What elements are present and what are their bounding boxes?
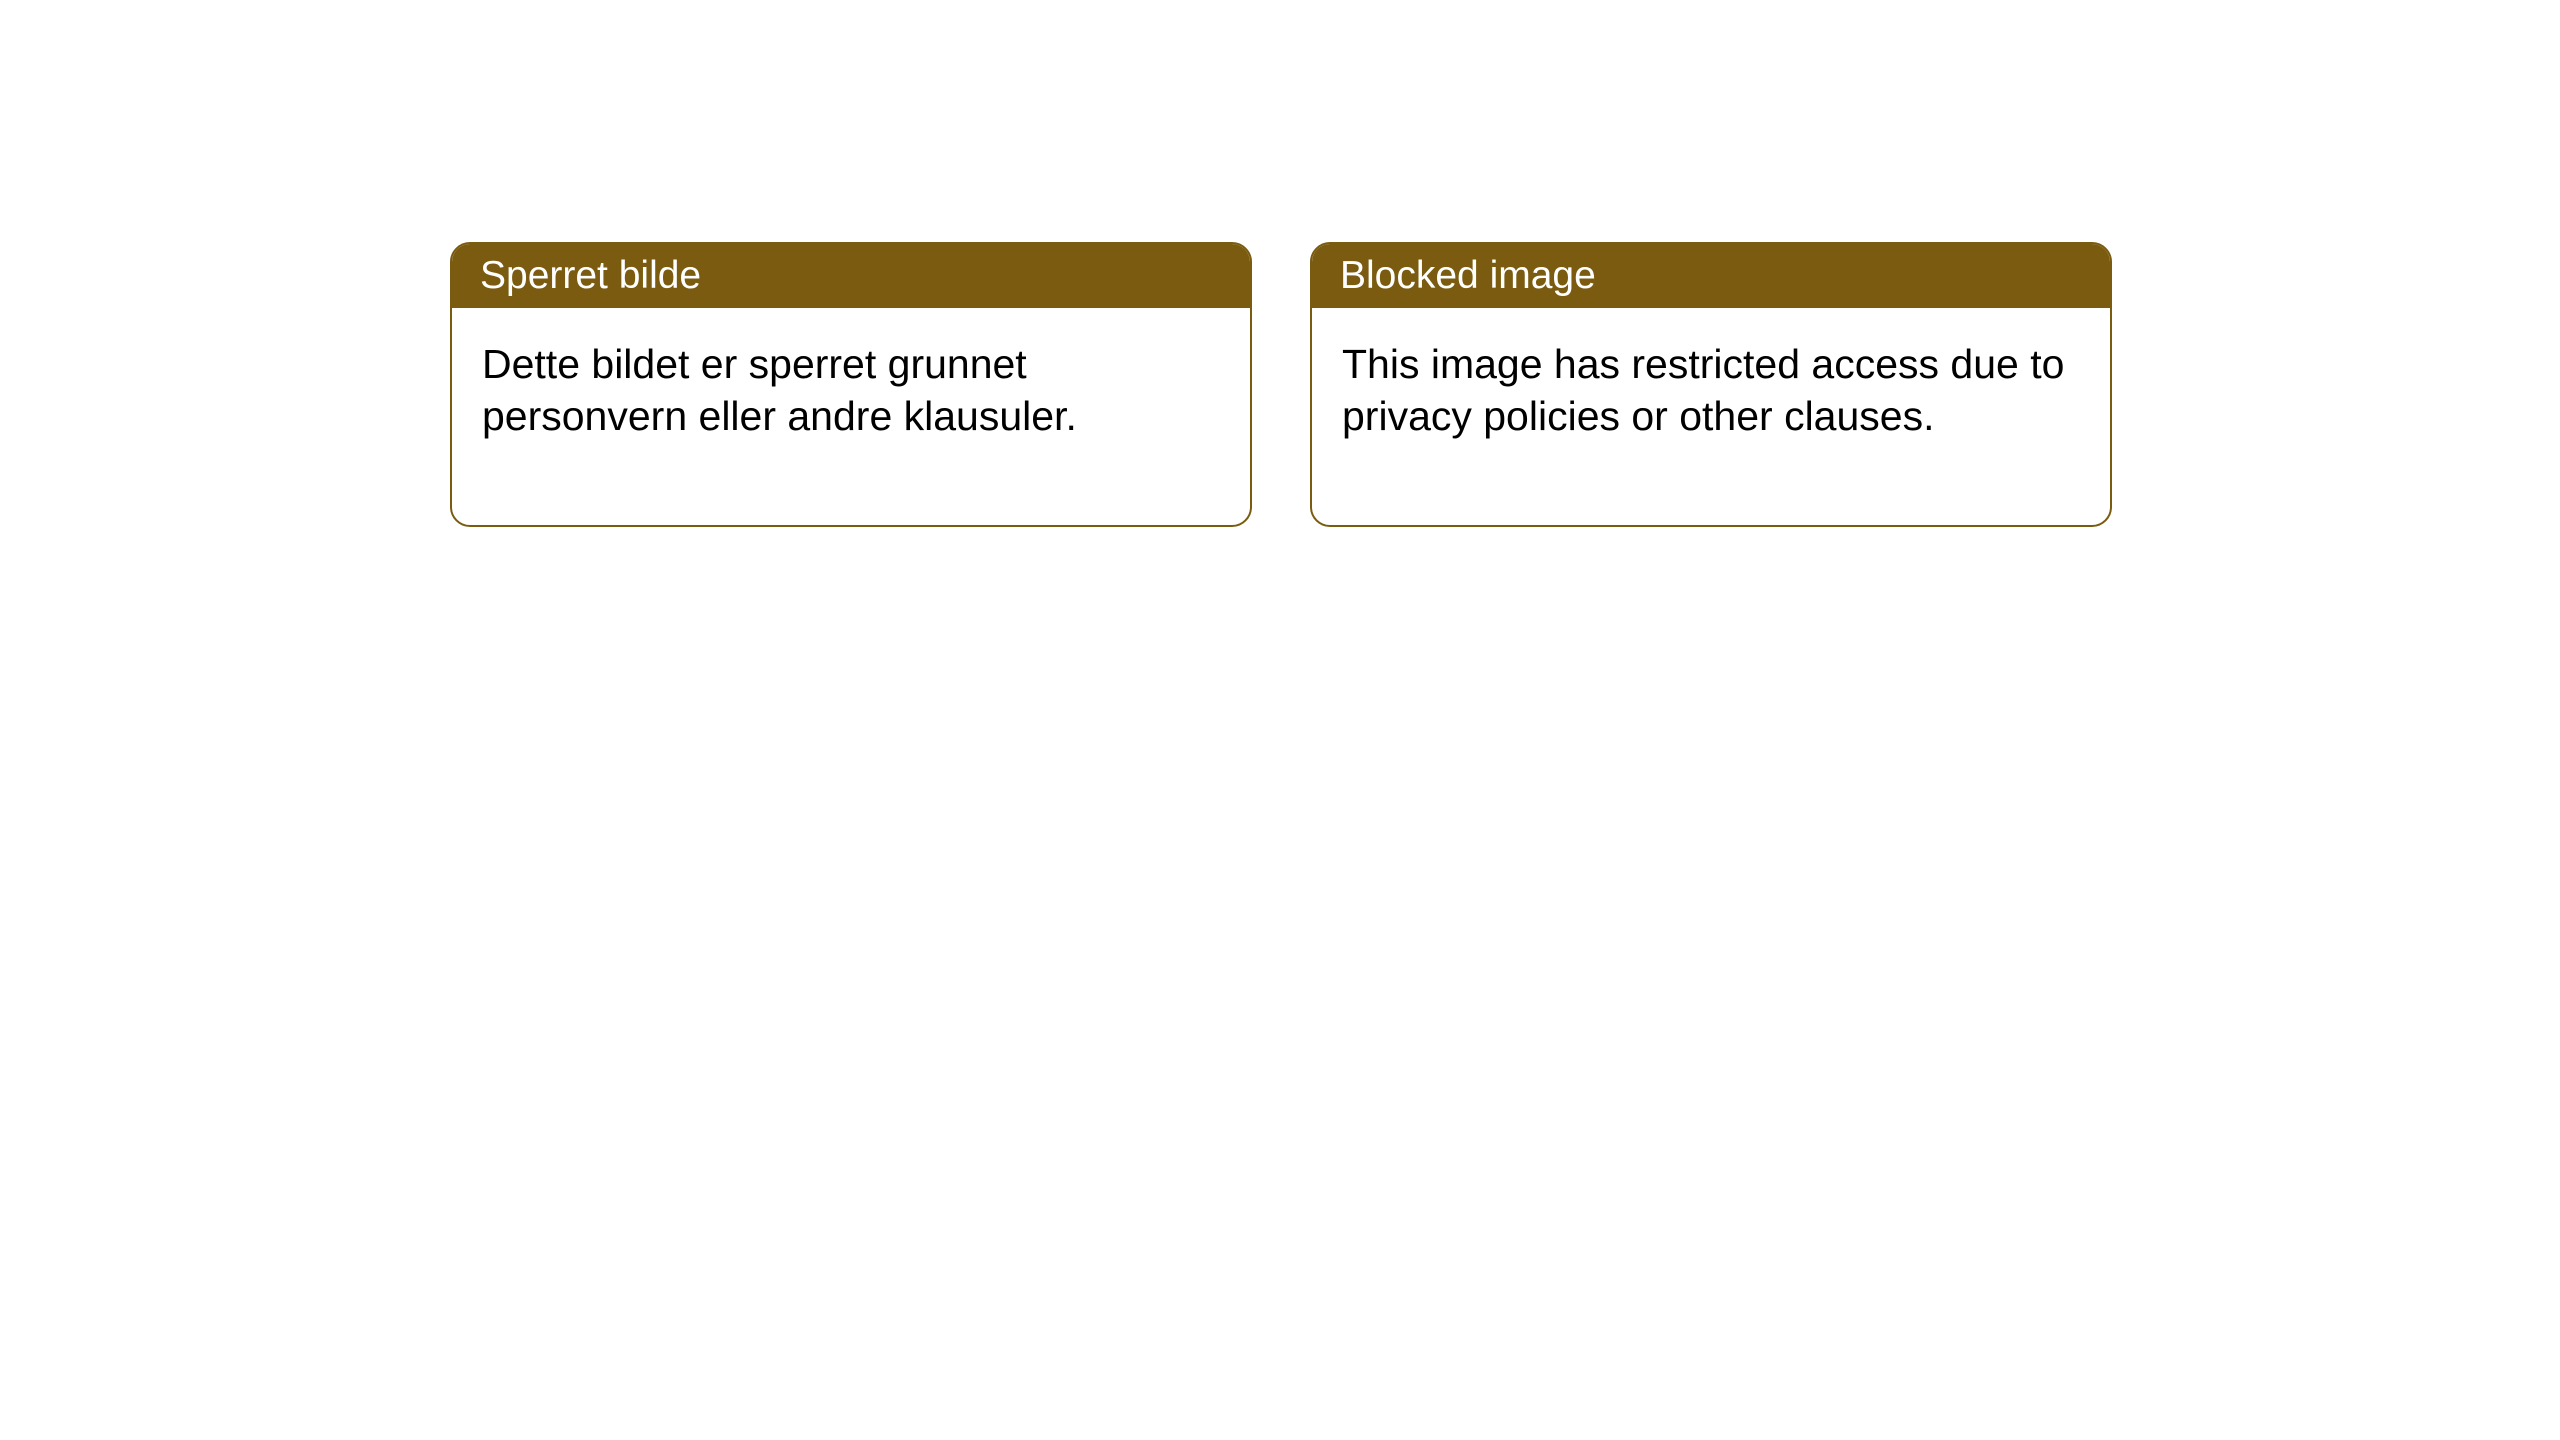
card-title-no: Sperret bilde — [452, 244, 1250, 308]
notice-card-en: Blocked image This image has restricted … — [1310, 242, 2112, 527]
notice-cards-row: Sperret bilde Dette bildet er sperret gr… — [0, 0, 2560, 527]
card-body-en: This image has restricted access due to … — [1312, 308, 2110, 525]
notice-card-no: Sperret bilde Dette bildet er sperret gr… — [450, 242, 1252, 527]
card-title-en: Blocked image — [1312, 244, 2110, 308]
card-body-no: Dette bildet er sperret grunnet personve… — [452, 308, 1250, 525]
